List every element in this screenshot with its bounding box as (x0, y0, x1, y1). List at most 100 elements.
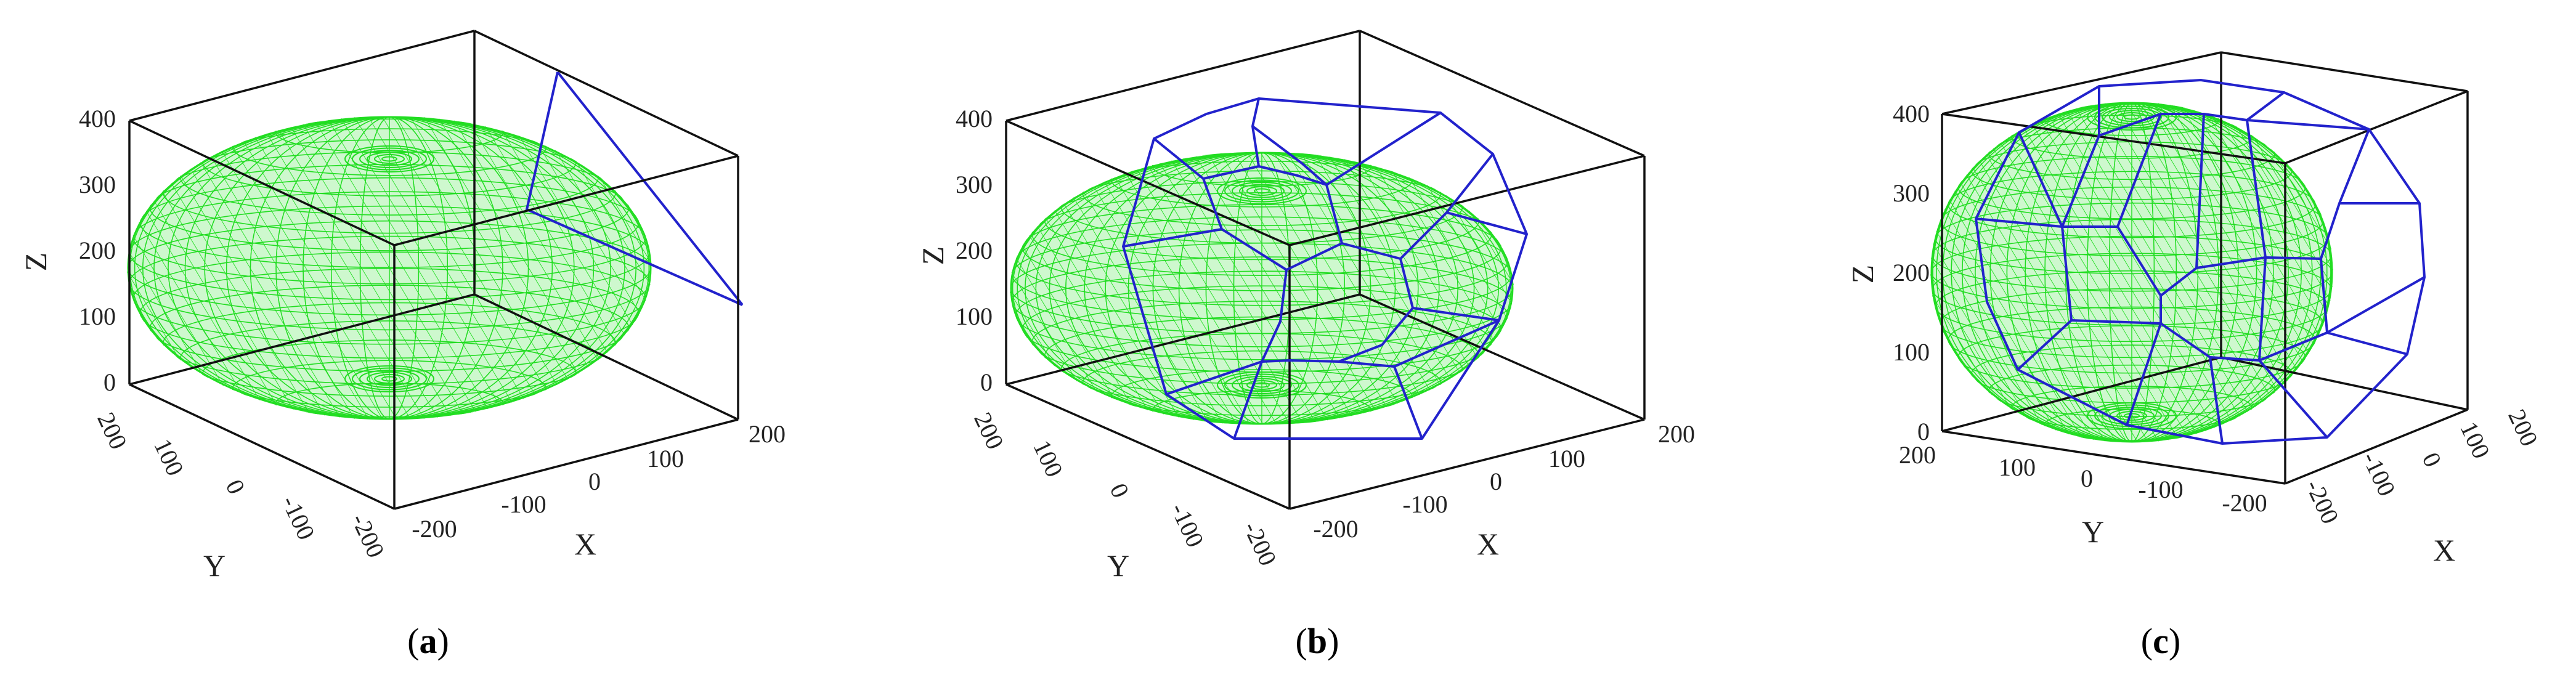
x-tick: -100 (501, 490, 546, 518)
mesh-diagonal (2072, 102, 2277, 442)
mesh-diagonal (1010, 152, 1023, 424)
mesh-diagonal (1180, 152, 1344, 424)
polyhedron (1975, 79, 2426, 445)
mesh-latitude (1015, 216, 1508, 306)
y-tick: -200 (1238, 517, 1282, 570)
box-edge (394, 155, 739, 246)
box-edge (1006, 30, 1360, 122)
mesh-diagonal (127, 116, 258, 420)
mesh-diagonal (2051, 102, 2256, 442)
mesh-pole-ring (367, 152, 412, 166)
mesh-diagonal (2307, 102, 2333, 442)
mesh-diagonal (858, 153, 942, 424)
mesh-diagonal (1140, 152, 1304, 424)
mesh-diagonal (1046, 152, 1210, 424)
mesh-diagonal (1568, 153, 1717, 424)
mesh-diagonal (1930, 102, 2031, 442)
polyhedron-edge (2062, 129, 2370, 297)
mesh-diagonal (0, 117, 118, 419)
box-edge (2285, 90, 2468, 164)
mesh-diagonal (1010, 152, 1116, 424)
box-edge (1941, 51, 2222, 115)
z-tick: 0 (104, 368, 116, 396)
mesh-diagonal (2200, 102, 2333, 442)
z-tick: 200 (79, 237, 116, 264)
mesh-latitude (132, 251, 646, 345)
mesh-longitude (1932, 102, 2331, 442)
mesh-diagonal (2019, 102, 2224, 442)
polyhedron (525, 71, 744, 306)
mesh-diagonal (2243, 102, 2333, 442)
z-axis-title: Z (18, 253, 53, 272)
x-tick: 200 (1658, 420, 1695, 448)
x-tick: 0 (588, 468, 601, 495)
mesh-latitude (149, 164, 630, 251)
mesh-diagonal (2318, 102, 2333, 442)
mesh-diagonal (187, 116, 369, 420)
caption-paren: ) (1327, 621, 1339, 661)
mesh-pole-ring (359, 150, 420, 168)
z-tick: 400 (79, 105, 116, 132)
caption-paren: ) (2169, 621, 2180, 661)
x-tick: -100 (2357, 448, 2401, 500)
mesh-layer (1930, 102, 2333, 443)
mesh-diagonal (1987, 102, 2192, 442)
polyhedron-edge (1251, 125, 1328, 186)
mesh-diagonal (1930, 102, 2095, 442)
x-axis-ticks: -200 -100 0 100 200 (412, 420, 786, 543)
x-axis-title: X (2433, 533, 2455, 567)
x-tick: -200 (412, 515, 457, 543)
box-edge (1006, 293, 1360, 386)
polyhedron-edge (556, 71, 744, 306)
mesh-diagonal (521, 116, 652, 420)
y-tick: 0 (1105, 479, 1135, 502)
box-edge (394, 418, 739, 510)
box-edge (129, 120, 395, 246)
mesh-diagonal (270, 116, 453, 420)
mesh-diagonal (1100, 152, 1264, 424)
mesh-diagonal (1260, 152, 1424, 424)
box-edge (1006, 383, 1290, 510)
x-tick: 100 (647, 445, 684, 472)
panel-caption: (c) (2141, 621, 2180, 661)
mesh-pole-ring (381, 376, 397, 382)
y-axis-title: Y (1107, 548, 1129, 583)
bounding-box (1941, 51, 2469, 485)
mesh-diagonal (312, 116, 494, 420)
caption-paren: ( (1296, 621, 1307, 661)
mesh-pole-ring (2087, 103, 2177, 131)
x-tick: -200 (2300, 476, 2344, 528)
mesh-diagonal (2104, 102, 2309, 442)
mesh-pole-ring (1246, 380, 1277, 390)
mesh-diagonal (1930, 102, 2052, 442)
mesh-diagonal (1930, 102, 2042, 442)
mesh-latitude (1932, 253, 2332, 326)
box-edge (129, 293, 475, 386)
box-edge (129, 30, 475, 122)
z-axis-title: Z (916, 246, 950, 266)
mesh-diagonal (127, 116, 272, 420)
mesh-pole-ring (1217, 177, 1307, 205)
y-tick: 100 (1028, 436, 1068, 481)
mesh-diagonal (2030, 102, 2234, 442)
polyhedron-edge (1153, 111, 1442, 186)
z-tick: 0 (980, 368, 993, 396)
bounding-box (1005, 30, 1646, 510)
z-axis-ticks: 400 300 200 100 0 (79, 105, 116, 396)
mesh-diagonal (285, 116, 466, 420)
z-tick: 100 (79, 302, 116, 330)
mesh-latitude (1082, 160, 1442, 227)
mesh-diagonal (1220, 152, 1384, 424)
y-tick: 0 (2081, 464, 2093, 492)
y-tick: -200 (346, 509, 390, 562)
mesh-pole-ring (1254, 188, 1270, 194)
mesh-pole-ring (367, 371, 412, 386)
mesh-diagonal (340, 116, 522, 420)
mesh-latitude (1935, 270, 2329, 343)
x-axis-ticks: -200 -100 0 100 200 (1313, 420, 1695, 543)
y-tick: -100 (1165, 499, 1209, 551)
panel-caption: (a) (407, 621, 449, 661)
mesh-latitude (149, 285, 630, 372)
polyhedron-edge (2258, 359, 2328, 439)
box-edge (1289, 418, 1645, 510)
